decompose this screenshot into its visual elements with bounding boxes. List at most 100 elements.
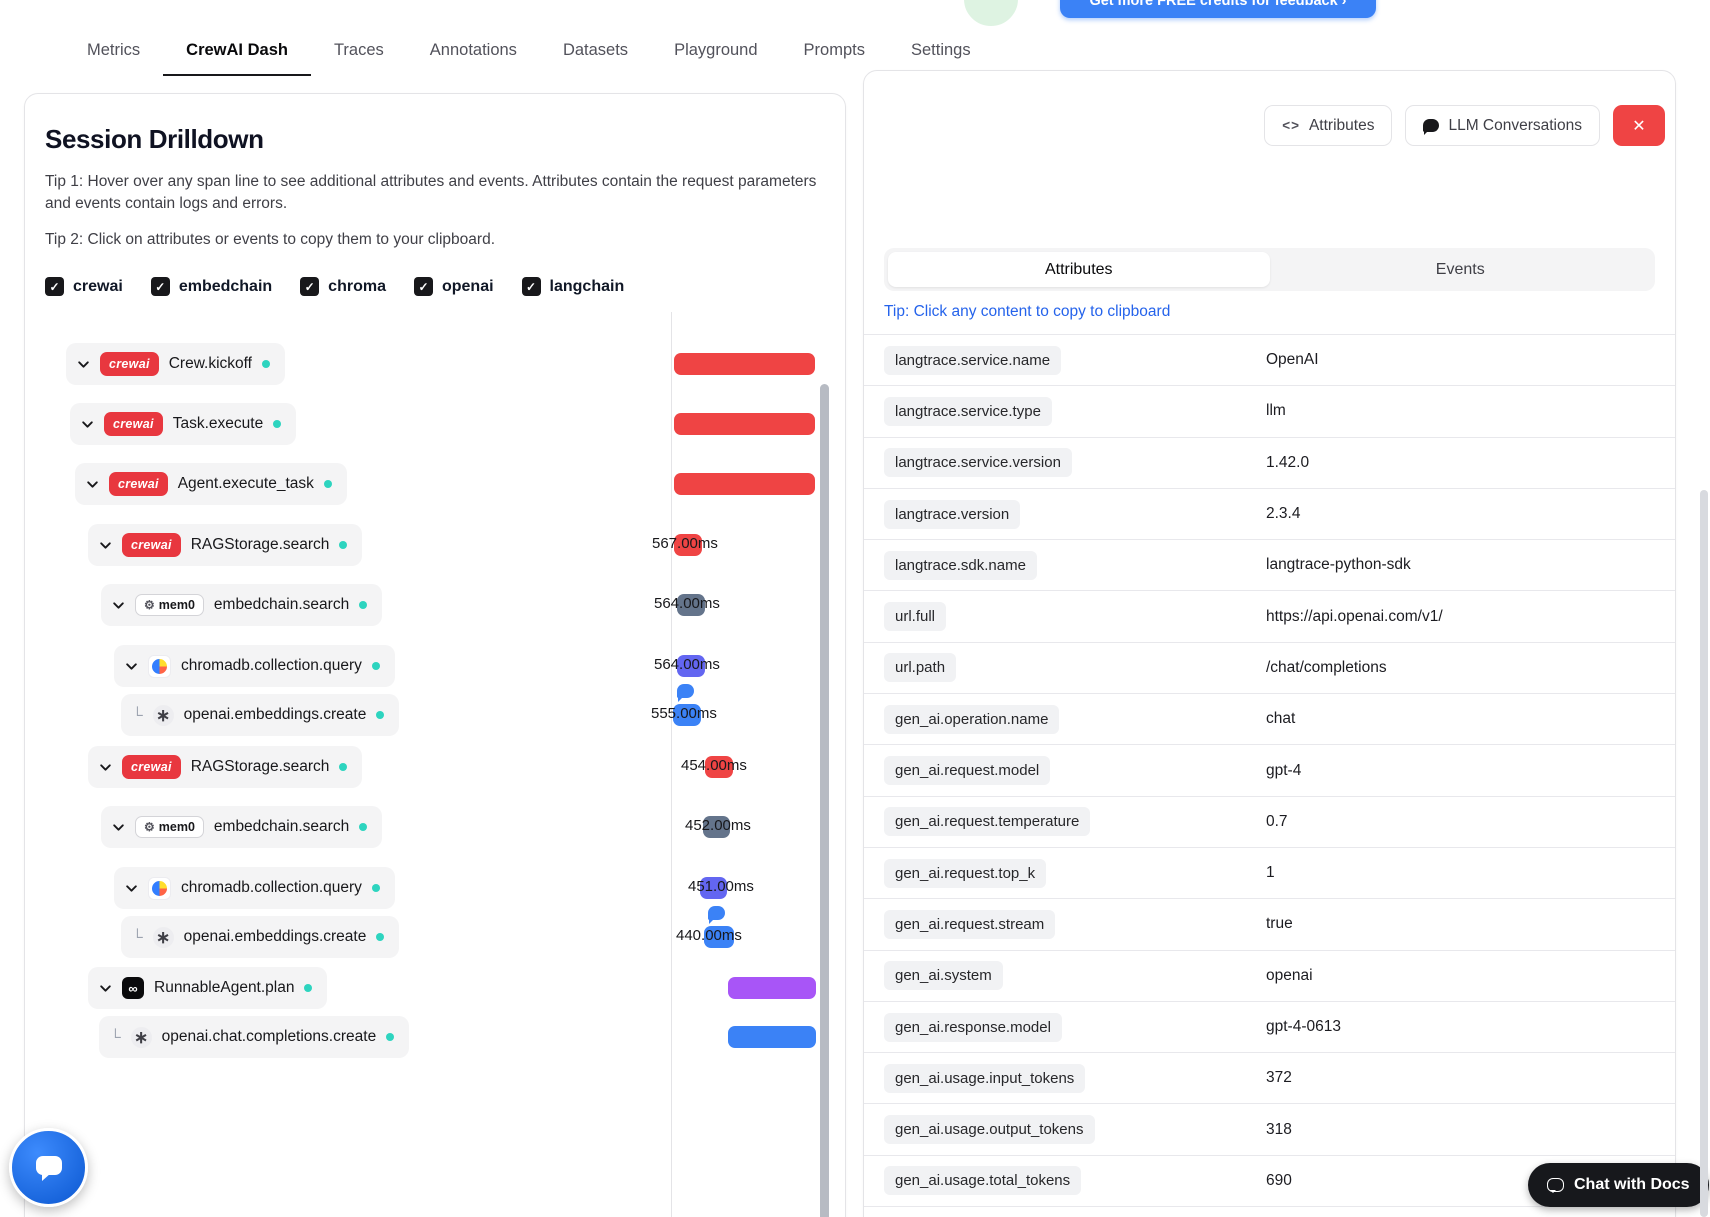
- llm-conversations-button[interactable]: LLM Conversations: [1405, 105, 1600, 146]
- llm-conversation-bubble-icon[interactable]: [677, 684, 694, 702]
- tab-annotations[interactable]: Annotations: [429, 41, 517, 59]
- attribute-value[interactable]: /chat/completions: [1266, 658, 1387, 676]
- chevron-down-icon[interactable]: [99, 982, 112, 995]
- span-duration-bar[interactable]: [674, 353, 815, 375]
- span-pill[interactable]: └ ∗ openai.embeddings.create: [121, 916, 400, 958]
- tab-settings[interactable]: Settings: [910, 41, 971, 59]
- chat-with-docs-button[interactable]: Chat with Docs: [1528, 1163, 1709, 1207]
- span-duration-bar[interactable]: [705, 756, 733, 778]
- tree-scrollbar[interactable]: [820, 384, 829, 1217]
- span-pill[interactable]: chromadb.collection.query: [114, 867, 395, 909]
- chevron-down-icon[interactable]: [81, 418, 94, 431]
- span-duration-bar[interactable]: [677, 655, 705, 677]
- span-tree: crewai Crew.kickoff crewai Task.execute: [25, 94, 845, 1217]
- span-pill[interactable]: crewai Task.execute: [70, 403, 297, 445]
- attribute-key[interactable]: langtrace.service.name: [884, 345, 1062, 375]
- span-pill[interactable]: └ ∗ openai.embeddings.create: [121, 694, 400, 736]
- filter-embedchain[interactable]: ✓ embedchain: [150, 277, 272, 296]
- attribute-value[interactable]: 2.3.4: [1266, 505, 1301, 523]
- attribute-value[interactable]: 372: [1266, 1069, 1292, 1087]
- attribute-value[interactable]: OpenAI: [1266, 351, 1319, 369]
- attribute-value[interactable]: langtrace-python-sdk: [1266, 556, 1411, 574]
- attribute-key[interactable]: gen_ai.request.temperature: [884, 807, 1091, 837]
- filter-openai[interactable]: ✓ openai: [413, 277, 494, 296]
- attribute-value[interactable]: 690: [1266, 1171, 1292, 1189]
- attribute-value[interactable]: chat: [1266, 710, 1296, 728]
- span-pill[interactable]: ∞ RunnableAgent.plan: [88, 967, 328, 1009]
- attribute-value[interactable]: 318: [1266, 1120, 1292, 1138]
- crewai-logo-icon: crewai: [122, 755, 181, 779]
- span-duration-bar[interactable]: [728, 1026, 816, 1048]
- attribute-key[interactable]: url.full: [884, 602, 947, 632]
- chat-widget-button[interactable]: [9, 1128, 88, 1207]
- attribute-key[interactable]: gen_ai.response.model: [884, 1012, 1062, 1042]
- attribute-value[interactable]: 0.7: [1266, 812, 1288, 830]
- attribute-value[interactable]: 1.42.0: [1266, 453, 1310, 471]
- chevron-down-icon[interactable]: [125, 660, 138, 673]
- span-pill[interactable]: crewai RAGStorage.search: [88, 524, 363, 566]
- llm-conversation-bubble-icon[interactable]: [708, 906, 725, 924]
- tab-playground[interactable]: Playground: [674, 41, 758, 59]
- attribute-value[interactable]: llm: [1266, 402, 1286, 420]
- chevron-down-icon[interactable]: [77, 358, 90, 371]
- span-pill[interactable]: ⚙ mem0 embedchain.search: [101, 806, 383, 848]
- chevron-down-icon[interactable]: [112, 599, 125, 612]
- chroma-logo-disc: [152, 880, 167, 896]
- attribute-key[interactable]: gen_ai.request.top_k: [884, 858, 1047, 888]
- close-button[interactable]: ✕: [1613, 105, 1665, 146]
- chevron-down-icon[interactable]: [99, 761, 112, 774]
- tab-metrics[interactable]: Metrics: [87, 41, 141, 59]
- filter-crewai[interactable]: ✓ crewai: [45, 277, 123, 296]
- span-duration-bar[interactable]: [704, 926, 734, 948]
- span-pill[interactable]: crewai Agent.execute_task: [75, 463, 347, 505]
- tab-events[interactable]: Events: [1435, 260, 1485, 278]
- attribute-key[interactable]: langtrace.version: [884, 499, 1021, 529]
- span-duration-bar[interactable]: [674, 413, 815, 435]
- span-pill[interactable]: ⚙ mem0 embedchain.search: [101, 584, 383, 626]
- tab-attributes[interactable]: Attributes: [888, 252, 1270, 287]
- attribute-key[interactable]: gen_ai.request.stream: [884, 909, 1056, 939]
- attribute-value[interactable]: gpt-4-0613: [1266, 1018, 1341, 1035]
- attribute-value[interactable]: gpt-4: [1266, 761, 1302, 779]
- attributes-view-button[interactable]: <> Attributes: [1264, 105, 1393, 146]
- tab-traces[interactable]: Traces: [333, 41, 384, 59]
- chevron-down-icon[interactable]: [125, 882, 138, 895]
- tab-prompts[interactable]: Prompts: [803, 41, 865, 59]
- span-duration-bar[interactable]: [728, 977, 816, 999]
- credits-button[interactable]: Get more FREE credits for feedback ›: [1060, 0, 1376, 18]
- span-duration-bar[interactable]: [677, 594, 705, 616]
- span-pill[interactable]: └ ∗ openai.chat.completions.create: [99, 1016, 410, 1058]
- attribute-key[interactable]: gen_ai.usage.total_tokens: [884, 1166, 1082, 1196]
- attribute-key[interactable]: langtrace.sdk.name: [884, 550, 1037, 580]
- attribute-key[interactable]: gen_ai.request.model: [884, 756, 1051, 786]
- span-duration-bar[interactable]: [673, 704, 701, 726]
- span-duration-bar[interactable]: [700, 877, 727, 899]
- copy-tip-link[interactable]: Tip: Click any content to copy to clipbo…: [884, 303, 1171, 320]
- attribute-value[interactable]: openai: [1266, 966, 1313, 984]
- span-duration-bar[interactable]: [703, 816, 730, 838]
- attribute-value[interactable]: true: [1266, 915, 1293, 933]
- attribute-key[interactable]: gen_ai.operation.name: [884, 704, 1060, 734]
- attribute-key[interactable]: gen_ai.system: [884, 961, 1003, 991]
- tab-datasets[interactable]: Datasets: [562, 41, 629, 59]
- chevron-down-icon[interactable]: [112, 821, 125, 834]
- filter-chroma[interactable]: ✓ chroma: [300, 277, 386, 296]
- attribute-key[interactable]: url.path: [884, 653, 957, 683]
- span-pill[interactable]: chromadb.collection.query: [114, 645, 395, 687]
- span-duration-bar[interactable]: [674, 534, 702, 556]
- attribute-value[interactable]: https://api.openai.com/v1/: [1266, 607, 1443, 625]
- tab-crewai-dash[interactable]: CrewAI Dash: [163, 28, 311, 76]
- attribute-key[interactable]: gen_ai.usage.output_tokens: [884, 1115, 1095, 1145]
- chevron-down-icon[interactable]: [86, 478, 99, 491]
- attribute-key[interactable]: langtrace.service.type: [884, 396, 1052, 426]
- filter-langchain[interactable]: ✓ langchain: [521, 277, 624, 296]
- attribute-value[interactable]: 1: [1266, 864, 1275, 882]
- attribute-key[interactable]: gen_ai.usage.input_tokens: [884, 1063, 1086, 1093]
- avatar[interactable]: [962, 0, 1020, 28]
- attribute-key[interactable]: langtrace.service.version: [884, 448, 1072, 478]
- chevron-down-icon[interactable]: [99, 539, 112, 552]
- span-duration-bar[interactable]: [674, 473, 815, 495]
- span-pill[interactable]: crewai RAGStorage.search: [88, 746, 363, 788]
- span-pill[interactable]: crewai Crew.kickoff: [66, 343, 285, 385]
- page-scrollbar[interactable]: [1700, 490, 1708, 1217]
